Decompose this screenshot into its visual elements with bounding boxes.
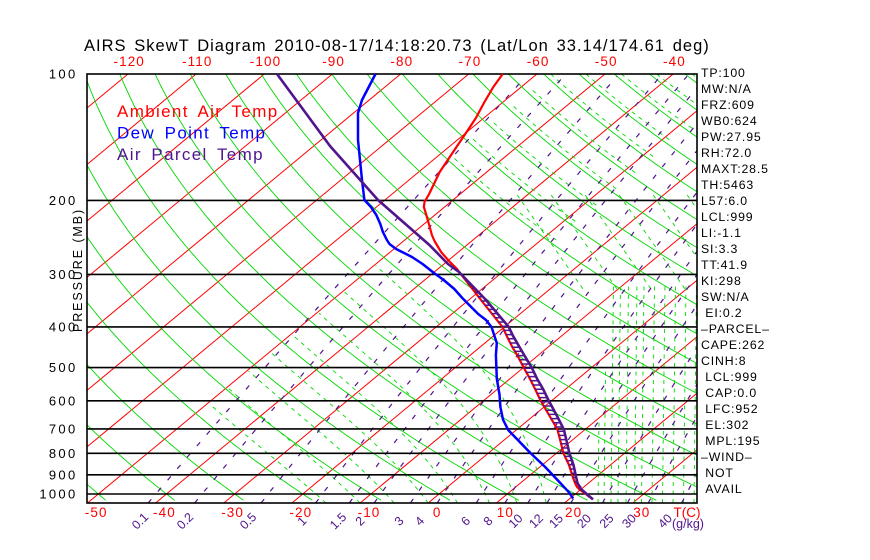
svg-text:CAP:0.0: CAP:0.0 [701, 386, 757, 400]
svg-text:10: 10 [497, 505, 514, 520]
svg-text:EI:0.2: EI:0.2 [701, 306, 743, 320]
svg-text:-30: -30 [221, 505, 244, 520]
svg-text:500: 500 [49, 360, 78, 375]
svg-text:400: 400 [49, 319, 78, 334]
svg-text:WB0:624: WB0:624 [701, 114, 758, 128]
svg-text:-60: -60 [527, 54, 550, 69]
svg-text:0: 0 [433, 505, 442, 520]
svg-text:–WIND–: –WIND– [701, 450, 753, 464]
svg-text:PW:27.95: PW:27.95 [701, 130, 762, 144]
svg-text:RH:72.0: RH:72.0 [701, 146, 752, 160]
svg-text:T(C): T(C) [674, 505, 701, 520]
svg-text:1000: 1000 [39, 487, 77, 502]
svg-text:SI:3.3: SI:3.3 [701, 242, 738, 256]
svg-text:SW:N/A: SW:N/A [701, 290, 750, 304]
svg-text:(g/kg): (g/kg) [672, 517, 704, 531]
svg-text:-80: -80 [390, 54, 413, 69]
svg-text:-20: -20 [289, 505, 312, 520]
svg-text:LCL:999: LCL:999 [701, 370, 758, 384]
svg-text:AIRS SkewT Diagram 2010-08-17/: AIRS SkewT Diagram 2010-08-17/14:18:20.7… [84, 37, 710, 55]
svg-text:30: 30 [633, 505, 650, 520]
svg-text:CAPE:262: CAPE:262 [701, 338, 765, 352]
svg-text:20: 20 [565, 505, 582, 520]
svg-text:-90: -90 [322, 54, 345, 69]
svg-text:-40: -40 [663, 54, 686, 69]
svg-text:CINH:8: CINH:8 [701, 354, 746, 368]
svg-text:600: 600 [49, 393, 78, 408]
svg-text:-100: -100 [250, 54, 281, 69]
svg-text:-120: -120 [113, 54, 144, 69]
svg-text:MPL:195: MPL:195 [701, 434, 760, 448]
svg-text:KI:298: KI:298 [701, 274, 742, 288]
svg-text:TH:5463: TH:5463 [701, 178, 754, 192]
svg-text:Air Parcel Temp: Air Parcel Temp [117, 145, 264, 164]
svg-text:EL:302: EL:302 [701, 418, 749, 432]
svg-text:–PARCEL–: –PARCEL– [701, 322, 770, 336]
svg-text:-110: -110 [182, 54, 212, 69]
svg-text:TP:100: TP:100 [701, 66, 746, 80]
svg-text:Ambient Air Temp: Ambient Air Temp [117, 102, 279, 121]
svg-text:700: 700 [49, 421, 78, 436]
svg-text:MW:N/A: MW:N/A [701, 82, 752, 96]
svg-text:LFC:952: LFC:952 [701, 402, 758, 416]
svg-text:MAXT:28.5: MAXT:28.5 [701, 162, 769, 176]
svg-text:-50: -50 [595, 54, 618, 69]
svg-text:LI:-1.1: LI:-1.1 [701, 226, 742, 240]
svg-text:900: 900 [49, 467, 78, 482]
svg-text:-10: -10 [358, 505, 381, 520]
svg-text:200: 200 [49, 193, 78, 208]
svg-text:PRESSURE (MB): PRESSURE (MB) [71, 208, 85, 332]
svg-text:-70: -70 [458, 54, 481, 69]
svg-text:AVAIL: AVAIL [701, 482, 743, 496]
svg-text:FRZ:609: FRZ:609 [701, 98, 755, 112]
svg-text:TT:41.9: TT:41.9 [701, 258, 748, 272]
svg-text:L57:6.0: L57:6.0 [701, 194, 748, 208]
svg-text:-40: -40 [153, 505, 176, 520]
svg-text:100: 100 [49, 67, 78, 82]
svg-text:300: 300 [49, 267, 78, 282]
svg-text:LCL:999: LCL:999 [701, 210, 753, 224]
svg-text:NOT: NOT [701, 466, 734, 480]
svg-text:800: 800 [49, 446, 78, 461]
svg-text:-50: -50 [85, 505, 108, 520]
svg-text:Dew Point Temp: Dew Point Temp [117, 124, 266, 143]
